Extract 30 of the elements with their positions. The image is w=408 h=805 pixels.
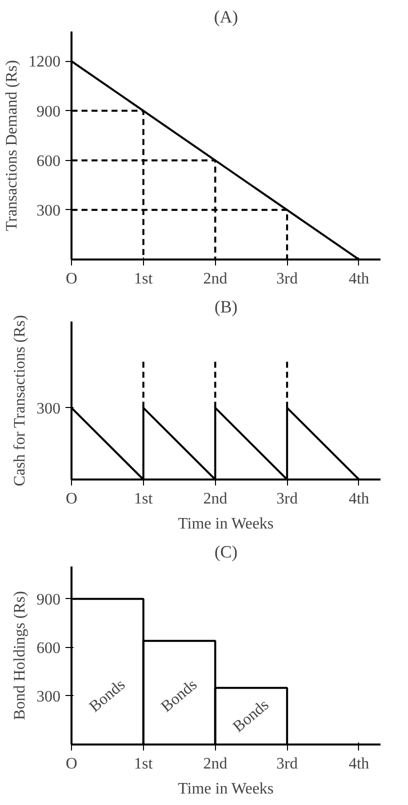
x-tick-label: O xyxy=(66,270,78,288)
x-tick-label: 2nd xyxy=(203,756,228,772)
x-tick-label: 1st xyxy=(134,270,154,288)
y-tick-label: 600 xyxy=(36,640,60,657)
chart-title: (A) xyxy=(214,8,238,26)
x-tick-label: 1st xyxy=(134,490,154,508)
x-tick-label: 2nd xyxy=(203,490,228,508)
x-axis-title: Time in Weeks xyxy=(178,780,274,798)
x-tick-label: 2nd xyxy=(203,270,228,288)
x-tick-label: 4th xyxy=(348,756,370,772)
chart-title: (C) xyxy=(214,542,238,562)
x-tick-label: 3rd xyxy=(276,490,298,508)
y-tick-label: 300 xyxy=(36,688,60,706)
x-axis-title: Time in Weeks xyxy=(178,516,274,532)
y-tick-label: 600 xyxy=(36,152,60,170)
x-tick-label: 1st xyxy=(134,756,154,772)
y-axis-title: Cash for Transactions (Rs) xyxy=(12,315,28,486)
y-axis-title: Transactions Demand (Rs) xyxy=(4,60,20,231)
x-tick-label: O xyxy=(66,490,78,508)
x-tick-label: O xyxy=(66,756,78,772)
y-tick-label: 1200 xyxy=(28,54,60,71)
y-tick-label: 300 xyxy=(36,202,60,220)
x-tick-label: 4th xyxy=(348,490,370,508)
x-tick-label: 4th xyxy=(348,270,370,288)
chart-title: (B) xyxy=(214,298,238,316)
y-tick-label: 900 xyxy=(36,103,60,120)
y-tick-label: 900 xyxy=(36,591,60,608)
y-axis-title: Bond Holdings (Rs) xyxy=(12,591,28,720)
x-tick-label: 3rd xyxy=(276,756,298,772)
x-tick-label: 3rd xyxy=(276,270,298,288)
